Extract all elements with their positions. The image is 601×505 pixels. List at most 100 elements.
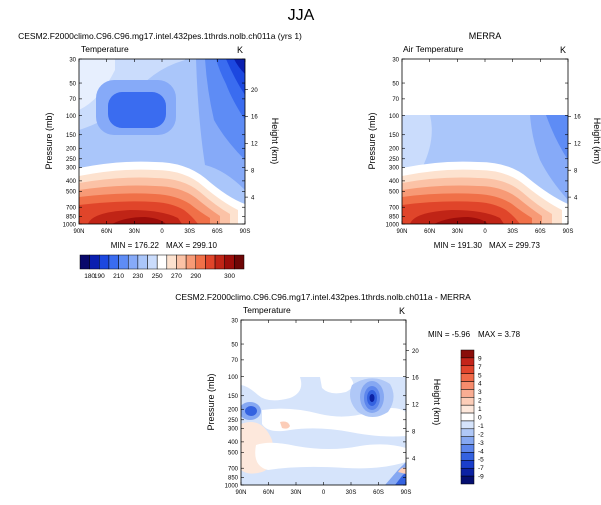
colorbar-label: 250 bbox=[152, 273, 163, 280]
colorbar-label: -7 bbox=[478, 465, 484, 472]
colorbar-label: -9 bbox=[478, 474, 484, 481]
height-tick-label: 12 bbox=[574, 142, 581, 148]
height-tick-label: 4 bbox=[412, 456, 416, 462]
figure-title: JJA bbox=[288, 7, 315, 24]
pressure-tick-label: 200 bbox=[66, 147, 77, 153]
pressure-tick-label: 150 bbox=[228, 394, 239, 400]
panel-model-min: MIN = 176.22 bbox=[111, 241, 160, 250]
latitude-tick-label: 90S bbox=[401, 490, 412, 496]
panel-obs-field bbox=[402, 115, 568, 224]
colorbar-swatch bbox=[99, 254, 110, 270]
panel-diff-field bbox=[241, 377, 406, 485]
colorbar-swatch bbox=[224, 254, 235, 270]
colorbar-label: -5 bbox=[478, 457, 484, 464]
panel-model-ylabel: Pressure (mb) bbox=[44, 112, 54, 169]
colorbar-swatch bbox=[460, 381, 475, 390]
colorbar-label: -4 bbox=[478, 448, 484, 455]
panel-diff-title: CESM2.F2000climo.C96.C96.mg17.intel.432p… bbox=[175, 292, 471, 302]
height-tick-label: 8 bbox=[251, 169, 255, 175]
colorbar-swatch bbox=[460, 428, 475, 437]
pressure-tick-label: 100 bbox=[389, 114, 400, 120]
pressure-tick-label: 30 bbox=[392, 57, 399, 63]
colorbar-swatch bbox=[205, 254, 216, 270]
panel-obs-left-label: Air Temperature bbox=[403, 44, 464, 54]
pressure-tick-label: 700 bbox=[389, 206, 400, 212]
latitude-tick-label: 30S bbox=[184, 229, 195, 235]
colorbar-swatch bbox=[460, 467, 475, 477]
colorbar-swatch bbox=[460, 349, 475, 359]
colorbar-label: -2 bbox=[478, 431, 484, 438]
colorbar-difference: 9 75 43 21 0-1-2 -3-4 -5-7 -9 bbox=[460, 349, 484, 485]
height-tick-label: 16 bbox=[574, 115, 581, 121]
colorbar-label: 7 bbox=[478, 364, 482, 371]
panel-obs-y2label: Height (km) bbox=[592, 118, 601, 165]
pressure-tick-label: 70 bbox=[392, 97, 399, 103]
panel-diff-max: MAX = 3.78 bbox=[478, 330, 521, 339]
pressure-tick-label: 70 bbox=[231, 358, 238, 364]
height-tick-label: 8 bbox=[412, 430, 416, 436]
colorbar-label: 5 bbox=[478, 372, 482, 379]
pressure-tick-label: 250 bbox=[389, 157, 400, 163]
pressure-tick-label: 200 bbox=[389, 147, 400, 153]
pressure-tick-label: 1000 bbox=[386, 222, 400, 228]
latitude-tick-label: 60N bbox=[101, 229, 112, 235]
height-tick-label: 8 bbox=[574, 169, 578, 175]
pressure-tick-label: 300 bbox=[228, 427, 239, 433]
panel-diff-unit: K bbox=[399, 306, 405, 316]
panel-obs-ylabel: Pressure (mb) bbox=[367, 112, 377, 169]
pressure-tick-label: 50 bbox=[69, 81, 76, 87]
pressure-tick-label: 70 bbox=[69, 97, 76, 103]
pressure-tick-label: 100 bbox=[228, 375, 239, 381]
colorbar-label: 210 bbox=[113, 273, 124, 280]
pressure-tick-label: 100 bbox=[66, 114, 77, 120]
pressure-tick-label: 250 bbox=[228, 418, 239, 424]
height-tick-label: 16 bbox=[251, 115, 258, 121]
colorbar-label: 0 bbox=[478, 415, 482, 422]
pressure-tick-label: 150 bbox=[66, 133, 77, 139]
pressure-tick-label: 700 bbox=[66, 206, 77, 212]
colorbar-swatch bbox=[460, 452, 475, 461]
colorbar-label: 230 bbox=[132, 273, 143, 280]
latitude-tick-label: 30N bbox=[452, 229, 463, 235]
height-tick-label: 12 bbox=[412, 403, 419, 409]
panel-diff-left-label: Temperature bbox=[243, 305, 291, 315]
colorbar-swatch bbox=[460, 373, 475, 382]
pressure-tick-label: 400 bbox=[389, 179, 400, 185]
panel-diff: CESM2.F2000climo.C96.C96.mg17.intel.432p… bbox=[175, 292, 520, 496]
colorbar-swatch bbox=[108, 254, 119, 270]
pressure-tick-label: 1000 bbox=[63, 222, 77, 228]
colorbar-label: 180 bbox=[84, 273, 95, 280]
colorbar-label: 270 bbox=[171, 273, 182, 280]
colorbar-label: 190 bbox=[94, 273, 105, 280]
colorbar-swatch bbox=[460, 412, 475, 422]
panel-obs: MERRA Air Temperature K 30 50 70 100 150 200 2… bbox=[367, 31, 601, 250]
pressure-tick-label: 200 bbox=[228, 408, 239, 414]
latitude-tick-label: 90S bbox=[240, 229, 251, 235]
colorbar-swatch bbox=[185, 254, 197, 270]
height-tick-label: 20 bbox=[412, 349, 419, 355]
panel-model-field bbox=[79, 59, 245, 224]
latitude-tick-label: 30N bbox=[129, 229, 140, 235]
panel-model-max: MAX = 299.10 bbox=[166, 241, 217, 250]
pressure-tick-label: 30 bbox=[69, 57, 76, 63]
panel-model: CESM2.F2000climo.C96.C96.mg17.intel.432p… bbox=[18, 31, 302, 250]
colorbar-label: 4 bbox=[478, 381, 482, 388]
pressure-tick-label: 250 bbox=[66, 157, 77, 163]
latitude-tick-label: 90S bbox=[563, 229, 574, 235]
colorbar-label: 9 bbox=[478, 355, 482, 362]
pressure-tick-label: 50 bbox=[231, 342, 238, 348]
pressure-tick-label: 850 bbox=[228, 476, 239, 482]
pressure-tick-label: 850 bbox=[66, 215, 77, 221]
colorbar-swatch bbox=[460, 389, 475, 398]
panel-model-title: CESM2.F2000climo.C96.C96.mg17.intel.432p… bbox=[18, 31, 302, 41]
pressure-tick-label: 1000 bbox=[225, 483, 239, 489]
latitude-tick-label: 90N bbox=[73, 229, 84, 235]
colorbar-swatch bbox=[460, 420, 475, 430]
latitude-tick-label: 60S bbox=[535, 229, 546, 235]
colorbar-swatch bbox=[127, 254, 139, 270]
panel-obs-min: MIN = 191.30 bbox=[434, 241, 483, 250]
latitude-tick-label: 0 bbox=[160, 229, 164, 235]
colorbar-swatch bbox=[147, 254, 158, 270]
latitude-tick-label: 30N bbox=[290, 490, 301, 496]
